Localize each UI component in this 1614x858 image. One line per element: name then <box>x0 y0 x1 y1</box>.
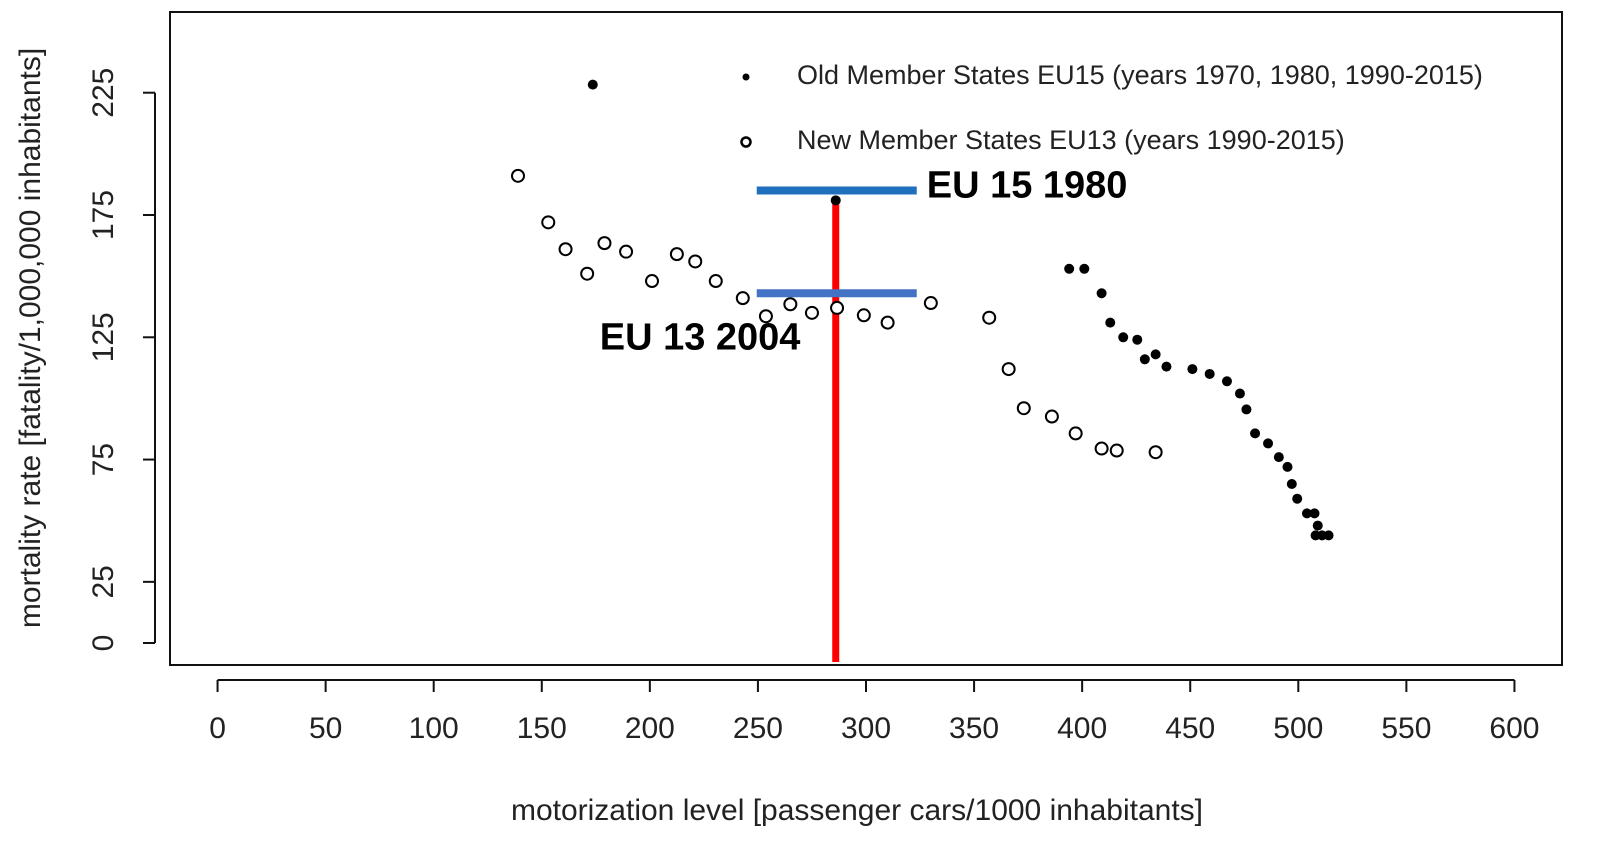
point <box>830 195 841 206</box>
point <box>619 244 634 259</box>
point <box>1301 508 1312 519</box>
point <box>1273 452 1284 463</box>
point <box>1044 409 1059 424</box>
legend-label: New Member States EU13 (years 1990-2015) <box>797 125 1345 155</box>
point <box>1105 317 1116 328</box>
x-tick-label: 150 <box>517 712 567 745</box>
point <box>580 266 595 281</box>
point <box>1234 388 1245 399</box>
point <box>558 242 573 257</box>
point <box>511 168 525 183</box>
point <box>1241 404 1252 415</box>
point <box>1096 288 1107 299</box>
point <box>923 296 938 311</box>
point <box>645 274 660 289</box>
point <box>1292 493 1303 504</box>
x-tick-label: 200 <box>625 712 675 745</box>
point <box>982 310 997 325</box>
point <box>1204 368 1215 379</box>
point <box>1312 520 1323 531</box>
point <box>1161 361 1172 372</box>
point <box>880 315 895 330</box>
point <box>1323 530 1334 541</box>
x-tick-label: 350 <box>949 712 999 745</box>
y-axis-label: mortality rate [fatality/1,000,000 inhab… <box>14 48 47 628</box>
point <box>1187 364 1198 375</box>
point <box>1221 376 1232 387</box>
point <box>1150 349 1161 360</box>
y-tick-label: 75 <box>87 443 120 476</box>
legend-marker <box>742 73 750 81</box>
point <box>597 236 612 251</box>
point <box>856 308 871 323</box>
point <box>1148 445 1163 460</box>
point <box>1118 332 1129 343</box>
x-tick-label: 100 <box>409 712 459 745</box>
point <box>1079 263 1090 274</box>
x-tick-label: 50 <box>309 712 342 745</box>
x-tick-label: 500 <box>1273 712 1323 745</box>
point <box>1016 401 1031 416</box>
point <box>1263 438 1274 449</box>
point <box>1132 334 1143 345</box>
point <box>783 297 798 312</box>
x-tick-label: 250 <box>733 712 783 745</box>
legend-label: Old Member States EU15 (years 1970, 1980… <box>797 60 1483 90</box>
point <box>1286 479 1297 490</box>
point <box>1250 428 1261 439</box>
x-tick-label: 400 <box>1057 712 1107 745</box>
y-tick-label: 225 <box>87 68 120 118</box>
point <box>541 215 556 230</box>
annotation-text: EU 15 1980 <box>927 165 1128 207</box>
legend-marker <box>740 136 752 148</box>
point <box>758 309 773 324</box>
point <box>735 291 750 306</box>
point <box>1068 426 1083 441</box>
point <box>1001 362 1016 377</box>
y-tick-label: 175 <box>87 190 120 240</box>
x-tick-label: 0 <box>209 712 226 745</box>
point <box>1064 263 1075 274</box>
point <box>830 300 845 315</box>
x-axis-label: motorization level [passenger cars/1000 … <box>511 794 1203 827</box>
point <box>1282 461 1293 472</box>
plot-frame <box>169 11 1563 666</box>
point <box>688 254 703 269</box>
x-tick-label: 450 <box>1165 712 1215 745</box>
y-tick-label: 25 <box>87 565 120 598</box>
x-tick-label: 550 <box>1381 712 1431 745</box>
point <box>1309 508 1320 519</box>
point <box>708 274 723 289</box>
point <box>804 305 819 320</box>
point <box>669 247 684 262</box>
x-tick-label: 600 <box>1489 712 1539 745</box>
point <box>1139 354 1150 365</box>
y-tick-label: 125 <box>87 312 120 362</box>
point <box>1109 443 1124 458</box>
y-tick-label: 0 <box>87 635 120 652</box>
point <box>587 79 598 90</box>
point <box>1094 441 1109 456</box>
annotation-text: EU 13 2004 <box>600 316 801 358</box>
x-tick-label: 300 <box>841 712 891 745</box>
